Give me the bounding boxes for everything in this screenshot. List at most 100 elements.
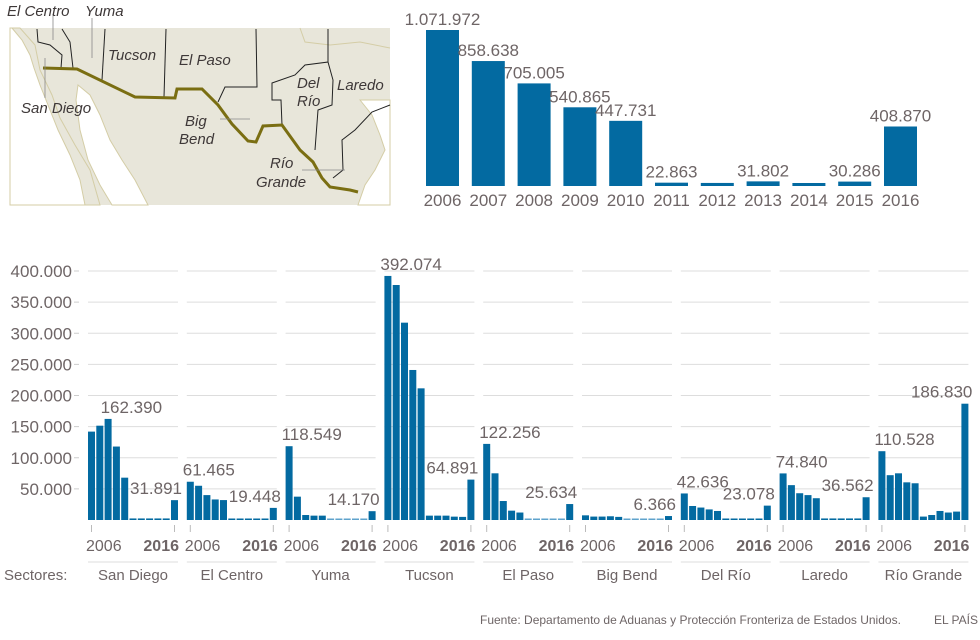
bar-El Centro-2012 bbox=[236, 518, 244, 520]
y-tick-label: 50.000 bbox=[20, 480, 72, 499]
bar-Big Bend-2016 bbox=[665, 516, 672, 520]
total-apprehensions-chart: 1.071.972 2006 858.638 2007 705.005 2008 540.8… bbox=[405, 10, 932, 210]
bar-Del Río-2010 bbox=[714, 510, 721, 520]
data-label-2016: 408.870 bbox=[870, 106, 931, 125]
bar-El Paso-2007 bbox=[491, 473, 499, 520]
sector-name: Río Grande bbox=[885, 567, 963, 584]
map-label-el-centro: El Centro bbox=[7, 3, 70, 20]
bar-Yuma-2008 bbox=[302, 515, 310, 520]
bar-El Centro-2008 bbox=[203, 495, 211, 520]
bar-Río Grande-2011 bbox=[919, 516, 927, 520]
x-tick-first: 2006 bbox=[382, 538, 418, 555]
x-tick-first: 2006 bbox=[185, 538, 221, 555]
x-tick-2012: 2012 bbox=[698, 191, 736, 210]
y-tick-label: 200.000 bbox=[11, 387, 72, 406]
bar-2011 bbox=[655, 182, 688, 186]
bar-Yuma-2016 bbox=[368, 511, 376, 520]
y-tick-label: 350.000 bbox=[11, 293, 72, 312]
bar-Big Bend-2006 bbox=[582, 515, 589, 520]
x-tick-last: 2016 bbox=[440, 538, 476, 555]
bar-Yuma-2011 bbox=[327, 518, 335, 520]
data-label-2008: 705.005 bbox=[503, 63, 564, 82]
bar-2007 bbox=[471, 61, 505, 186]
bar-Big Bend-2013 bbox=[640, 518, 648, 520]
sector-name: Laredo bbox=[801, 567, 848, 584]
bar-Tucson-2015 bbox=[459, 516, 467, 520]
bar-El Paso-2011 bbox=[524, 518, 532, 520]
data-label: 31.891 bbox=[130, 479, 182, 498]
bar-Laredo-2016 bbox=[862, 497, 870, 520]
data-label: 61.465 bbox=[183, 461, 235, 480]
bar-El Paso-2006 bbox=[483, 443, 491, 520]
data-label-2006: 1.071.972 bbox=[405, 10, 481, 29]
x-tick-last: 2016 bbox=[341, 538, 377, 555]
bar-Del Río-2014 bbox=[747, 518, 755, 520]
bar-Yuma-2007 bbox=[293, 496, 301, 520]
us-mexico-border-line bbox=[42, 66, 359, 194]
bar-2016 bbox=[884, 126, 917, 186]
x-tick-2006: 2006 bbox=[424, 191, 462, 210]
x-tick-2015: 2015 bbox=[836, 191, 874, 210]
bar-San Diego-2016 bbox=[171, 500, 178, 520]
data-label: 42.636 bbox=[677, 472, 729, 491]
x-tick-first: 2006 bbox=[481, 538, 517, 555]
bar-Laredo-2011 bbox=[821, 518, 829, 520]
bar-San Diego-2010 bbox=[121, 477, 129, 520]
data-label-2013: 31.802 bbox=[737, 161, 789, 180]
bar-Del Río-2008 bbox=[697, 507, 705, 520]
bar-Río Grande-2008 bbox=[895, 473, 902, 520]
bar-2008 bbox=[517, 83, 551, 186]
bar-San Diego-2007 bbox=[96, 425, 104, 520]
bar-El Centro-2011 bbox=[228, 518, 236, 520]
bar-Yuma-2014 bbox=[352, 518, 359, 520]
bar-Tucson-2010 bbox=[417, 388, 425, 520]
bar-2012 bbox=[700, 182, 734, 186]
bar-2006 bbox=[426, 30, 459, 186]
data-label: 19.448 bbox=[229, 487, 281, 506]
data-label: 74.840 bbox=[776, 452, 828, 471]
bar-Tucson-2011 bbox=[425, 515, 433, 520]
bar-Río Grande-2013 bbox=[936, 510, 944, 520]
sector-apprehensions-chart: 50.000 100.000 150.000 200.000 250.000 300.00… bbox=[4, 255, 972, 584]
bar-San Diego-2015 bbox=[162, 518, 170, 520]
x-tick-first: 2006 bbox=[284, 538, 320, 555]
x-tick-first: 2006 bbox=[86, 538, 122, 555]
bar-Tucson-2012 bbox=[434, 515, 442, 520]
bar-El Paso-2013 bbox=[541, 518, 549, 520]
bar-Laredo-2014 bbox=[846, 518, 853, 520]
x-tick-2011: 2011 bbox=[653, 191, 690, 210]
x-tick-2007: 2007 bbox=[469, 191, 507, 210]
bar-Laredo-2007 bbox=[787, 485, 795, 520]
bar-Río Grande-2006 bbox=[878, 451, 886, 520]
bar-Tucson-2009 bbox=[409, 369, 417, 520]
sector-name: San Diego bbox=[98, 567, 168, 584]
bar-Río Grande-2015 bbox=[953, 511, 961, 520]
bar-El Centro-2014 bbox=[253, 518, 261, 520]
bar-El Centro-2010 bbox=[220, 500, 227, 520]
bar-Río Grande-2009 bbox=[903, 482, 911, 520]
bar-San Diego-2014 bbox=[154, 518, 162, 520]
sectors-label: Sectores: bbox=[4, 567, 67, 584]
bar-San Diego-2009 bbox=[112, 446, 120, 520]
map-label-big-bend-2: Bend bbox=[179, 131, 215, 148]
bar-Tucson-2016 bbox=[467, 479, 475, 520]
bar-El Paso-2016 bbox=[566, 504, 574, 520]
source-note: Fuente: Departamento de Aduanas y Protec… bbox=[480, 613, 901, 627]
bar-Big Bend-2012 bbox=[631, 518, 639, 520]
sector-name: El Paso bbox=[502, 567, 554, 584]
map-label-rio-grande-1: Río bbox=[270, 155, 293, 172]
x-tick-first: 2006 bbox=[679, 538, 715, 555]
bar-Yuma-2010 bbox=[318, 515, 326, 520]
map-label-del-rio-1: Del bbox=[297, 75, 320, 92]
bar-Del Río-2009 bbox=[705, 509, 713, 520]
bar-Yuma-2012 bbox=[335, 518, 343, 520]
bar-Tucson-2007 bbox=[392, 285, 400, 520]
y-tick-label: 400.000 bbox=[11, 262, 72, 281]
data-label-2009: 540.865 bbox=[549, 87, 610, 106]
bar-Del Río-2013 bbox=[738, 518, 746, 520]
data-label: 392.074 bbox=[380, 255, 441, 274]
x-tick-last: 2016 bbox=[143, 538, 179, 555]
y-tick-label: 250.000 bbox=[11, 355, 72, 374]
bar-El Centro-2006 bbox=[186, 481, 194, 520]
